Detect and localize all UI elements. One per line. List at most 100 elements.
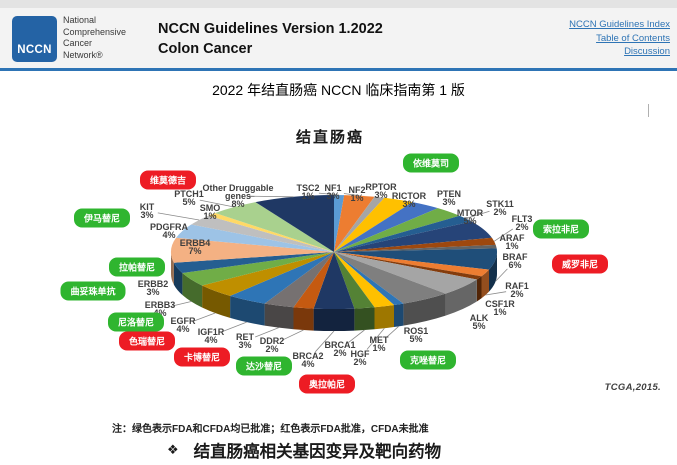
pie-slice-BRCA1 <box>334 252 375 309</box>
gene-label-RAF1: RAF1 2% <box>505 281 529 299</box>
pie-slice-PDGFRA <box>176 224 334 252</box>
gene-label-RPTOR: RPTOR 3% <box>365 182 397 200</box>
pie-slice-side <box>313 308 355 332</box>
label-leader-line <box>170 301 192 307</box>
pie-slice-side <box>354 307 375 331</box>
caption-text: 结直肠癌相关基因变异及靶向药物 <box>193 443 442 461</box>
label-leader-line <box>366 327 385 350</box>
gene-label-MET: MET 1% <box>369 335 389 353</box>
gene-label-DDR2: DDR2 2% <box>259 336 285 354</box>
pie-slice-side <box>489 252 497 292</box>
pie-slice-DDR2 <box>293 252 334 309</box>
pie-slice-side <box>476 276 482 302</box>
pie-slice-HGF <box>334 252 394 308</box>
chinese-subtitle: 2022 年结直肠癌 NCCN 临床指南第 1 版 <box>212 82 465 98</box>
pie-slice-CSF1R <box>334 252 482 280</box>
label-leader-line <box>465 210 490 219</box>
gene-label-BRCA2: BRCA2 4% <box>292 351 324 369</box>
drug-badge-伊马替尼: 伊马替尼 <box>73 208 131 228</box>
gene-label-PTEN: PTEN 3% <box>436 189 462 207</box>
pie-slice-NF2 <box>334 196 385 252</box>
drug-badge-曲妥珠单抗: 曲妥珠单抗 <box>60 281 126 301</box>
pie-slice-side <box>374 305 394 330</box>
gene-label-PTCH1: PTCH1 5% <box>174 189 204 207</box>
label-leader-line <box>248 195 294 198</box>
gene-label-PDGFRA: PDGFRA 4% <box>150 222 188 240</box>
pie-slice-PTCH1 <box>215 202 334 252</box>
guidelines-cancer-type: Colon Cancer <box>158 41 253 57</box>
pie-slice-RPTOR <box>334 197 413 252</box>
gene-label-EGFR: EGFR 4% <box>170 316 196 334</box>
label-leader-line <box>348 329 365 343</box>
scrollbar-fragment[interactable] <box>648 104 649 117</box>
drug-badge-色瑞替尼: 色瑞替尼 <box>118 331 176 351</box>
pie-slice-side <box>182 273 203 308</box>
pie-slice-ERBB3 <box>182 252 334 286</box>
pie-slice-ERBB4 <box>170 237 334 263</box>
pie-slice-FLT3 <box>334 237 496 252</box>
gene-label-ARAF: ARAF 1% <box>499 233 525 251</box>
drug-badge-卡博替尼: 卡博替尼 <box>173 347 231 367</box>
diamond-bullet-icon: ❖ <box>167 442 179 457</box>
guidelines-version: NCCN Guidelines Version 1.2022 <box>158 21 383 37</box>
drug-badge-依维莫司: 依维莫司 <box>402 153 460 173</box>
label-leader-line <box>343 193 360 197</box>
pie-slice-IGF1R <box>230 252 334 304</box>
drug-badge-奥拉帕尼: 奥拉帕尼 <box>298 374 356 394</box>
gene-label-NF2: NF2 1% <box>348 185 366 203</box>
label-leader-line <box>281 329 304 341</box>
pie-slice-ALK <box>334 252 477 294</box>
drug-badge-索拉非尼: 索拉非尼 <box>532 219 590 239</box>
pie-slice-MET <box>334 252 404 305</box>
source-citation: TCGA,2015. <box>604 382 661 393</box>
gene-label-BRCA1: BRCA1 2% <box>324 340 356 358</box>
gene-label-STK11: STK11 2% <box>486 199 514 217</box>
gene-label-ERBB4: ERBB4 7% <box>179 238 211 256</box>
pie-slice-Other-Druggable-genes <box>255 195 334 252</box>
pie-slice-KIT <box>191 215 334 252</box>
window-top-strip <box>0 0 677 8</box>
pie-slice-RAF1 <box>334 252 489 277</box>
link-table-of-contents[interactable]: Table of Contents <box>596 32 670 44</box>
link-guidelines-index[interactable]: NCCN Guidelines Index <box>569 19 670 30</box>
link-discussion[interactable]: Discussion <box>624 46 670 57</box>
gene-label-ALK: ALK 5% <box>469 313 489 331</box>
pie-slice-ERBB2 <box>173 252 334 273</box>
pie-slice-PTEN <box>334 208 460 252</box>
label-leader-line <box>493 228 514 242</box>
gene-label-NF1: NF1 3% <box>324 183 342 201</box>
gene-label-ROS1: ROS1 5% <box>403 326 429 344</box>
nccn-logo: NCCN <box>12 16 57 62</box>
label-leader-line <box>221 321 247 333</box>
drug-badge-拉帕替尼: 拉帕替尼 <box>108 257 166 277</box>
header-divider <box>0 68 677 71</box>
gene-label-RET: RET 3% <box>236 332 254 350</box>
label-leader-line <box>495 268 508 282</box>
gene-label-MTOR: MTOR 5% <box>456 208 484 226</box>
label-leader-line <box>255 327 279 338</box>
pie-slice-NF1 <box>334 195 375 252</box>
drug-badge-克唑替尼: 克唑替尼 <box>399 350 457 370</box>
header: NCCN National Comprehensive Cancer Netwo… <box>0 8 677 69</box>
header-links: NCCN Guidelines Index Table of Contents … <box>569 18 670 59</box>
org-line: National <box>63 15 97 25</box>
label-leader-line <box>318 192 340 196</box>
pie-slice-side <box>230 295 265 326</box>
label-leader-line <box>199 199 235 208</box>
org-line: Comprehensive <box>63 26 127 37</box>
pie-slice-side <box>481 269 489 299</box>
drug-badge-威罗非尼: 威罗非尼 <box>551 254 609 274</box>
drug-badge-达沙替尼: 达沙替尼 <box>235 356 293 376</box>
pie-slice-side <box>293 307 314 331</box>
org-name: National Comprehensive Cancer Network® <box>63 15 126 61</box>
pie-slice-side <box>403 293 446 326</box>
chart-title: 结直肠癌 <box>295 129 364 146</box>
gene-label-RICTOR: RICTOR 3% <box>391 191 427 209</box>
gene-label-TSC2: TSC2 1% <box>296 183 320 201</box>
gene-label-CSF1R: CSF1R 1% <box>485 299 515 317</box>
pie-slice-side <box>173 262 183 295</box>
gene-label-IGF1R: IGF1R 4% <box>197 327 225 345</box>
